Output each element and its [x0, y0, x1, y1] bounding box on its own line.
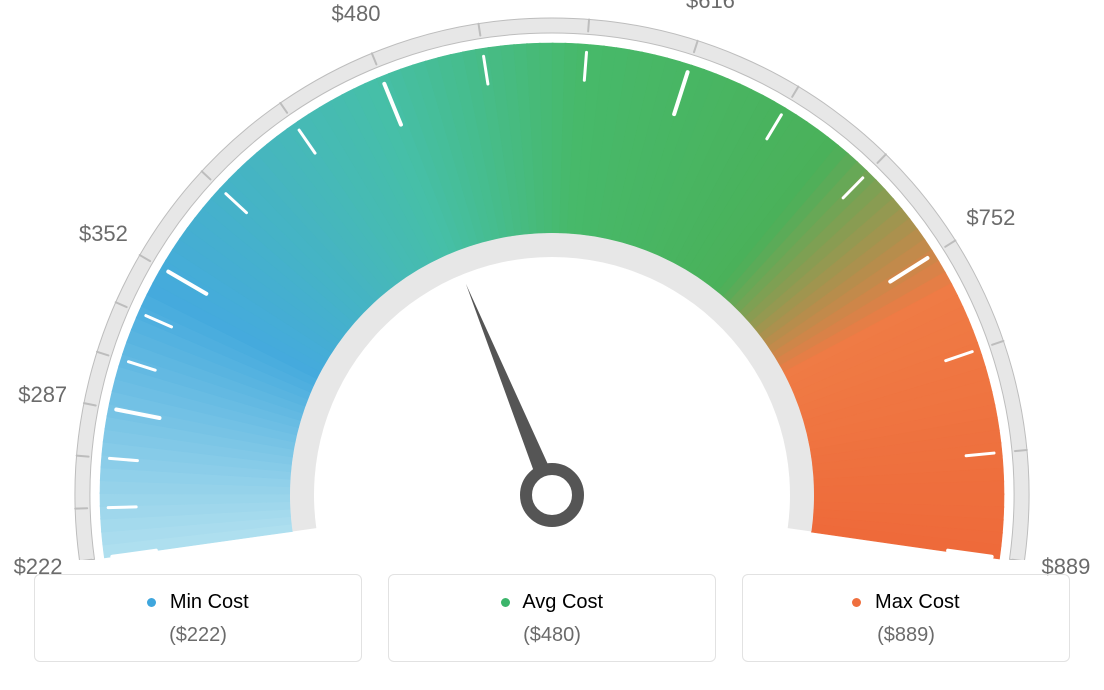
min-cost-label: Min Cost — [170, 591, 249, 613]
min-cost-value: ($222) — [35, 624, 361, 647]
max-cost-card: Max Cost ($889) — [742, 574, 1070, 662]
avg-cost-title: Avg Cost — [389, 591, 715, 614]
tick-label: $752 — [966, 205, 1015, 231]
gauge-svg — [0, 0, 1104, 560]
tick-label: $480 — [332, 1, 381, 27]
gauge-chart-container: $222$287$352$480$616$752$889 Min Cost ($… — [0, 0, 1104, 690]
tick-label: $352 — [79, 221, 128, 247]
max-cost-title: Max Cost — [743, 591, 1069, 614]
max-cost-value: ($889) — [743, 624, 1069, 647]
tick-label: $287 — [18, 382, 67, 408]
max-cost-label: Max Cost — [875, 591, 959, 613]
min-cost-dot — [147, 598, 156, 607]
min-cost-card: Min Cost ($222) — [34, 574, 362, 662]
avg-cost-label: Avg Cost — [522, 591, 603, 613]
legend-row: Min Cost ($222) Avg Cost ($480) Max Cost… — [34, 574, 1070, 662]
max-cost-dot — [852, 598, 861, 607]
min-cost-title: Min Cost — [35, 591, 361, 614]
avg-cost-value: ($480) — [389, 624, 715, 647]
avg-cost-card: Avg Cost ($480) — [388, 574, 716, 662]
avg-cost-dot — [501, 598, 510, 607]
tick-label: $616 — [686, 0, 735, 14]
